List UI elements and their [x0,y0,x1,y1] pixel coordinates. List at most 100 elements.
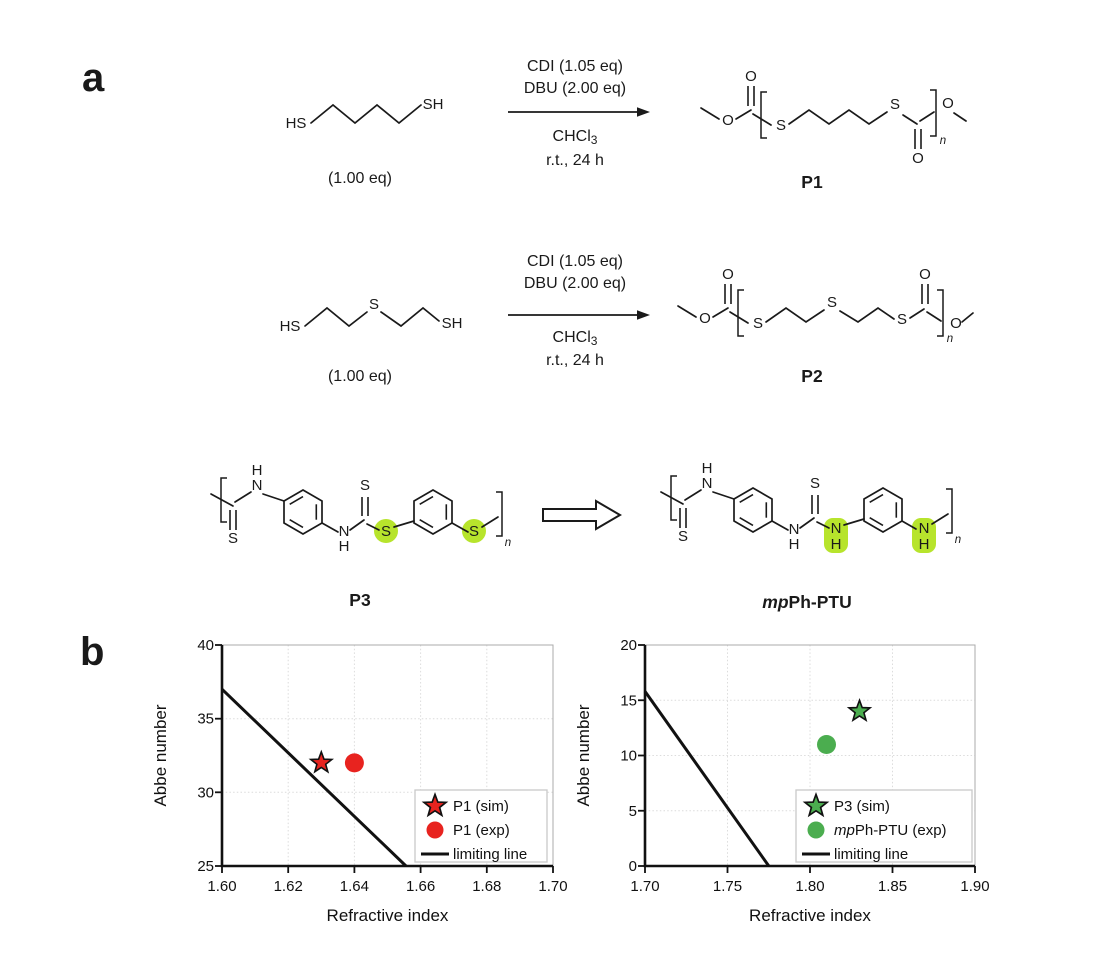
solvent-subscript: 3 [590,334,598,348]
mpph-ptu-label: mpPh-PTU [752,592,862,613]
highlight-s-left [374,519,398,543]
limiting-line [643,690,771,867]
arrowhead-icon [637,310,650,320]
svg-text:1.85: 1.85 [878,878,907,895]
p3-label: P3 [349,590,371,610]
plot-p3: 1.70 1.75 1.80 1.85 1.90 0 5 10 15 20 Re… [574,637,990,925]
s-atom-label: S [897,311,907,328]
legend-item-limiting-line: limiting line [453,846,527,863]
sh-atom-label: SH [442,315,463,332]
p2-bonds [677,284,974,324]
p2-structure: O O S S S O O n [677,266,974,345]
s-atom-label-highlighted: S [469,523,479,540]
close-bracket [496,491,503,537]
s-atom-label: S [360,477,370,494]
close-bracket [930,89,937,137]
open-bracket [737,289,744,337]
s-atom-label: S [369,296,379,313]
monomer1-equivalents: (1.00 eq) [327,170,393,187]
monomer2-equivalents: (1.00 eq) [327,368,393,385]
reaction2-reagent-dbu: DBU (2.00 eq) [523,275,627,292]
svg-text:1.64: 1.64 [340,878,369,895]
sh-atom-label: SH [423,96,444,113]
o-atom-label: O [919,266,931,283]
mpph-ptu-exp-marker [817,735,836,754]
h-atom-label: H [252,462,263,479]
reaction2-reagent-cdi: CDI (1.05 eq) [526,253,624,270]
svg-text:40: 40 [197,637,214,654]
mpph-ptu-label-rest: Ph-PTU [788,592,852,612]
legend-item-p3-sim: P3 (sim) [834,798,890,815]
plot-p1-legend: P1 (sim) P1 (exp) limiting line [414,789,548,863]
legend-circle-icon [807,821,825,839]
svg-text:1.62: 1.62 [274,878,303,895]
solvent-text: CHCl [552,128,591,145]
arrowhead-icon [637,107,650,117]
o-atom-label: O [722,112,734,129]
n-atom-label: N [789,521,800,538]
highlight-nh-left [824,518,848,553]
plot-p1: 1.60 1.62 1.64 1.66 1.68 1.70 25 30 35 4… [151,637,568,925]
o-atom-label: O [912,150,924,167]
plot-p3-xticklabels: 1.70 1.75 1.80 1.85 1.90 [630,878,989,895]
panel-b-label: b [80,630,105,674]
s-atom-label: S [776,117,786,134]
monomer2-bonds [304,306,440,328]
svg-text:1.60: 1.60 [207,878,236,895]
s-atom-label-highlighted: S [381,523,391,540]
n-atom-label-highlighted: N [919,520,930,537]
n-atom-label: N [702,475,713,492]
s-atom-label: S [678,528,688,545]
plot-p1-yticklabels: 25 30 35 40 [197,637,214,875]
plot-p1-ticks [215,644,554,873]
svg-text:1.75: 1.75 [713,878,742,895]
h-atom-label-highlighted: H [919,536,930,553]
monomer1-structure: HS SH [286,96,444,132]
highlight-s-right [462,519,486,543]
svg-text:35: 35 [197,711,214,728]
legend-circle-icon [426,821,444,839]
repeat-subscript: n [505,537,511,549]
reaction1-solvent: CHCl3 [492,127,658,150]
p1-product-label: P1 [801,172,823,192]
x-axis-label: Refractive index [327,906,449,925]
svg-text:1.70: 1.70 [538,878,567,895]
hs-atom-label: HS [280,318,301,335]
monomer2-structure: HS S SH [280,296,463,335]
panel-a-label: a [82,56,105,100]
svg-text:20: 20 [620,637,637,654]
s-atom-label: S [827,294,837,311]
s-atom-label: S [890,96,900,113]
reaction1-reagent-dbu: DBU (2.00 eq) [523,80,627,97]
reaction1-time: r.t., 24 h [546,152,604,169]
s-atom-label: S [228,530,238,547]
plot-p3-ticks [638,644,976,873]
svg-text:25: 25 [197,858,214,875]
solvent-text: CHCl [552,329,591,346]
monomer1-bonds [310,103,422,125]
y-axis-label: Abbe number [574,704,593,806]
svg-text:1.80: 1.80 [795,878,824,895]
close-bracket [946,488,953,534]
open-bracket [220,477,227,523]
h-atom-label: H [789,536,800,553]
mpph-ptu-label-prefix: mp [762,592,789,612]
plot-p1-xticklabels: 1.60 1.62 1.64 1.66 1.68 1.70 [207,878,567,895]
legend-item-limiting-line: limiting line [834,846,908,863]
open-bracket [760,91,767,139]
legend-star-icon [421,792,449,818]
h-atom-label-highlighted: H [831,536,842,553]
y-axis-label: Abbe number [151,704,170,806]
x-axis-label: Refractive index [749,906,871,925]
p2-product-label: P2 [801,366,823,386]
hs-atom-label: HS [286,115,307,132]
reaction1-arrow [508,107,650,117]
p1-exp-marker [344,753,364,773]
p1-structure: O O S S O O n [700,68,967,167]
p1-bonds [700,86,967,149]
plot-p3-legend: P3 (sim) mpPh-PTU (exp) limiting line [795,789,973,863]
svg-text:10: 10 [620,748,637,765]
svg-text:1.70: 1.70 [630,878,659,895]
s-atom-label: S [810,475,820,492]
svg-text:5: 5 [629,803,637,820]
